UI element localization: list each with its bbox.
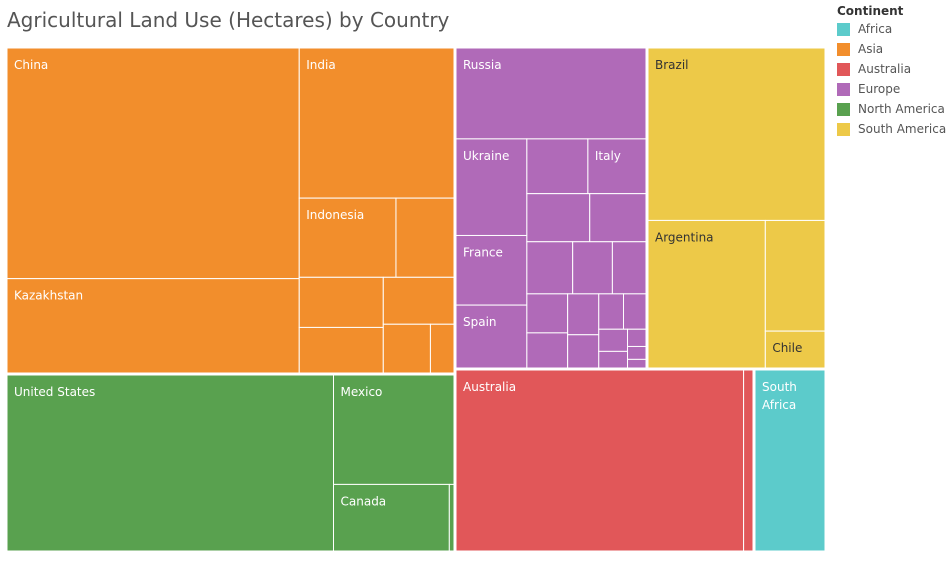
- tile-unlabeled[interactable]: [627, 345, 647, 360]
- tile-canada[interactable]: [333, 483, 450, 552]
- tile-label: Australia: [463, 380, 516, 394]
- tile-unlabeled[interactable]: [448, 483, 455, 552]
- group-europe: Russia Ukraine France Spain Italy: [455, 47, 647, 369]
- legend-swatch: [837, 62, 850, 76]
- tile-south-africa[interactable]: [754, 369, 826, 552]
- tile-label: Brazil: [655, 58, 689, 72]
- legend: Continent Africa Asia Australia Europe North…: [837, 3, 949, 139]
- tile-label: France: [463, 245, 503, 259]
- legend-item-australia[interactable]: Australia: [837, 59, 949, 79]
- tile-unlabeled[interactable]: [764, 219, 826, 332]
- tile-mexico[interactable]: [333, 374, 455, 485]
- tile-unlabeled[interactable]: [567, 334, 600, 369]
- tile-chile[interactable]: [764, 330, 826, 369]
- tile-china[interactable]: [6, 47, 300, 280]
- tile-label: India: [306, 58, 335, 72]
- tile-unlabeled[interactable]: [611, 241, 647, 295]
- legend-item-south-america[interactable]: South America: [837, 119, 949, 139]
- legend-item-europe[interactable]: Europe: [837, 79, 949, 99]
- page-title: Agricultural Land Use (Hectares) by Coun…: [7, 8, 450, 32]
- tile-united-states[interactable]: [6, 374, 335, 552]
- tile-unlabeled[interactable]: [395, 197, 455, 278]
- tile-unlabeled[interactable]: [526, 293, 569, 334]
- tile-unlabeled[interactable]: [572, 241, 613, 295]
- group-africa: South Africa: [754, 369, 826, 552]
- tile-unlabeled[interactable]: [429, 323, 455, 374]
- tile-unlabeled[interactable]: [598, 293, 625, 330]
- legend-swatch: [837, 82, 850, 96]
- tile-unlabeled[interactable]: [298, 326, 384, 374]
- legend-label: Asia: [858, 42, 884, 56]
- group-asia: China Kazakhstan India Indonesia: [6, 47, 455, 374]
- legend-swatch: [837, 42, 850, 56]
- legend-swatch: [837, 122, 850, 136]
- legend-label: North America: [858, 102, 945, 116]
- tile-unlabeled[interactable]: [382, 276, 455, 325]
- legend-label: Australia: [858, 62, 912, 76]
- tile-unlabeled[interactable]: [526, 332, 569, 369]
- group-north-america: United States Mexico Canada: [6, 374, 455, 552]
- tile-label: Russia: [463, 58, 502, 72]
- tile-unlabeled[interactable]: [298, 276, 384, 328]
- tile-label: Spain: [463, 315, 497, 329]
- tile-label: China: [14, 58, 48, 72]
- tile-unlabeled[interactable]: [526, 193, 591, 243]
- legend-item-north-america[interactable]: North America: [837, 99, 949, 119]
- group-south-america: Brazil Argentina Chile: [647, 47, 826, 369]
- tile-unlabeled[interactable]: [627, 358, 647, 369]
- tile-kazakhstan[interactable]: [6, 278, 300, 374]
- legend-item-asia[interactable]: Asia: [837, 39, 949, 59]
- tile-label: Canada: [341, 494, 387, 508]
- tile-unlabeled[interactable]: [598, 328, 629, 352]
- tile-label: Ukraine: [463, 149, 509, 163]
- tile-label: Kazakhstan: [14, 289, 83, 303]
- tile-label: United States: [14, 385, 95, 399]
- tile-russia[interactable]: [455, 47, 647, 140]
- tile-unlabeled[interactable]: [743, 369, 754, 552]
- tile-unlabeled[interactable]: [526, 138, 589, 195]
- tile-unlabeled[interactable]: [589, 193, 647, 243]
- tile-argentina[interactable]: [647, 219, 766, 369]
- tile-unlabeled[interactable]: [598, 350, 629, 369]
- tile-unlabeled[interactable]: [567, 293, 600, 336]
- legend-items: Africa Asia Australia Europe North America So…: [837, 19, 949, 139]
- legend-item-africa[interactable]: Africa: [837, 19, 949, 39]
- tile-australia[interactable]: [455, 369, 745, 552]
- legend-label: Europe: [858, 82, 901, 96]
- tile-label: Mexico: [341, 385, 383, 399]
- legend-swatch: [837, 22, 850, 36]
- tile-brazil[interactable]: [647, 47, 826, 221]
- tile-india[interactable]: [298, 47, 455, 199]
- tile-indonesia[interactable]: [298, 197, 397, 278]
- tile-spain[interactable]: [455, 304, 528, 369]
- group-australia: Australia: [455, 369, 754, 552]
- tile-label: South Africa: [762, 380, 797, 412]
- tile-unlabeled[interactable]: [623, 293, 647, 330]
- tile-label: Italy: [595, 149, 621, 163]
- tile-label: Indonesia: [306, 208, 364, 222]
- legend-label: Africa: [858, 22, 893, 36]
- tile-unlabeled[interactable]: [382, 323, 431, 374]
- legend-title: Continent: [837, 4, 904, 18]
- tile-label: Argentina: [655, 230, 714, 244]
- legend-label: South America: [858, 122, 947, 136]
- tile-unlabeled[interactable]: [627, 328, 647, 347]
- legend-swatch: [837, 102, 850, 116]
- tile-label: Chile: [772, 341, 802, 355]
- tile-unlabeled[interactable]: [526, 241, 574, 295]
- tile-italy[interactable]: [587, 138, 647, 195]
